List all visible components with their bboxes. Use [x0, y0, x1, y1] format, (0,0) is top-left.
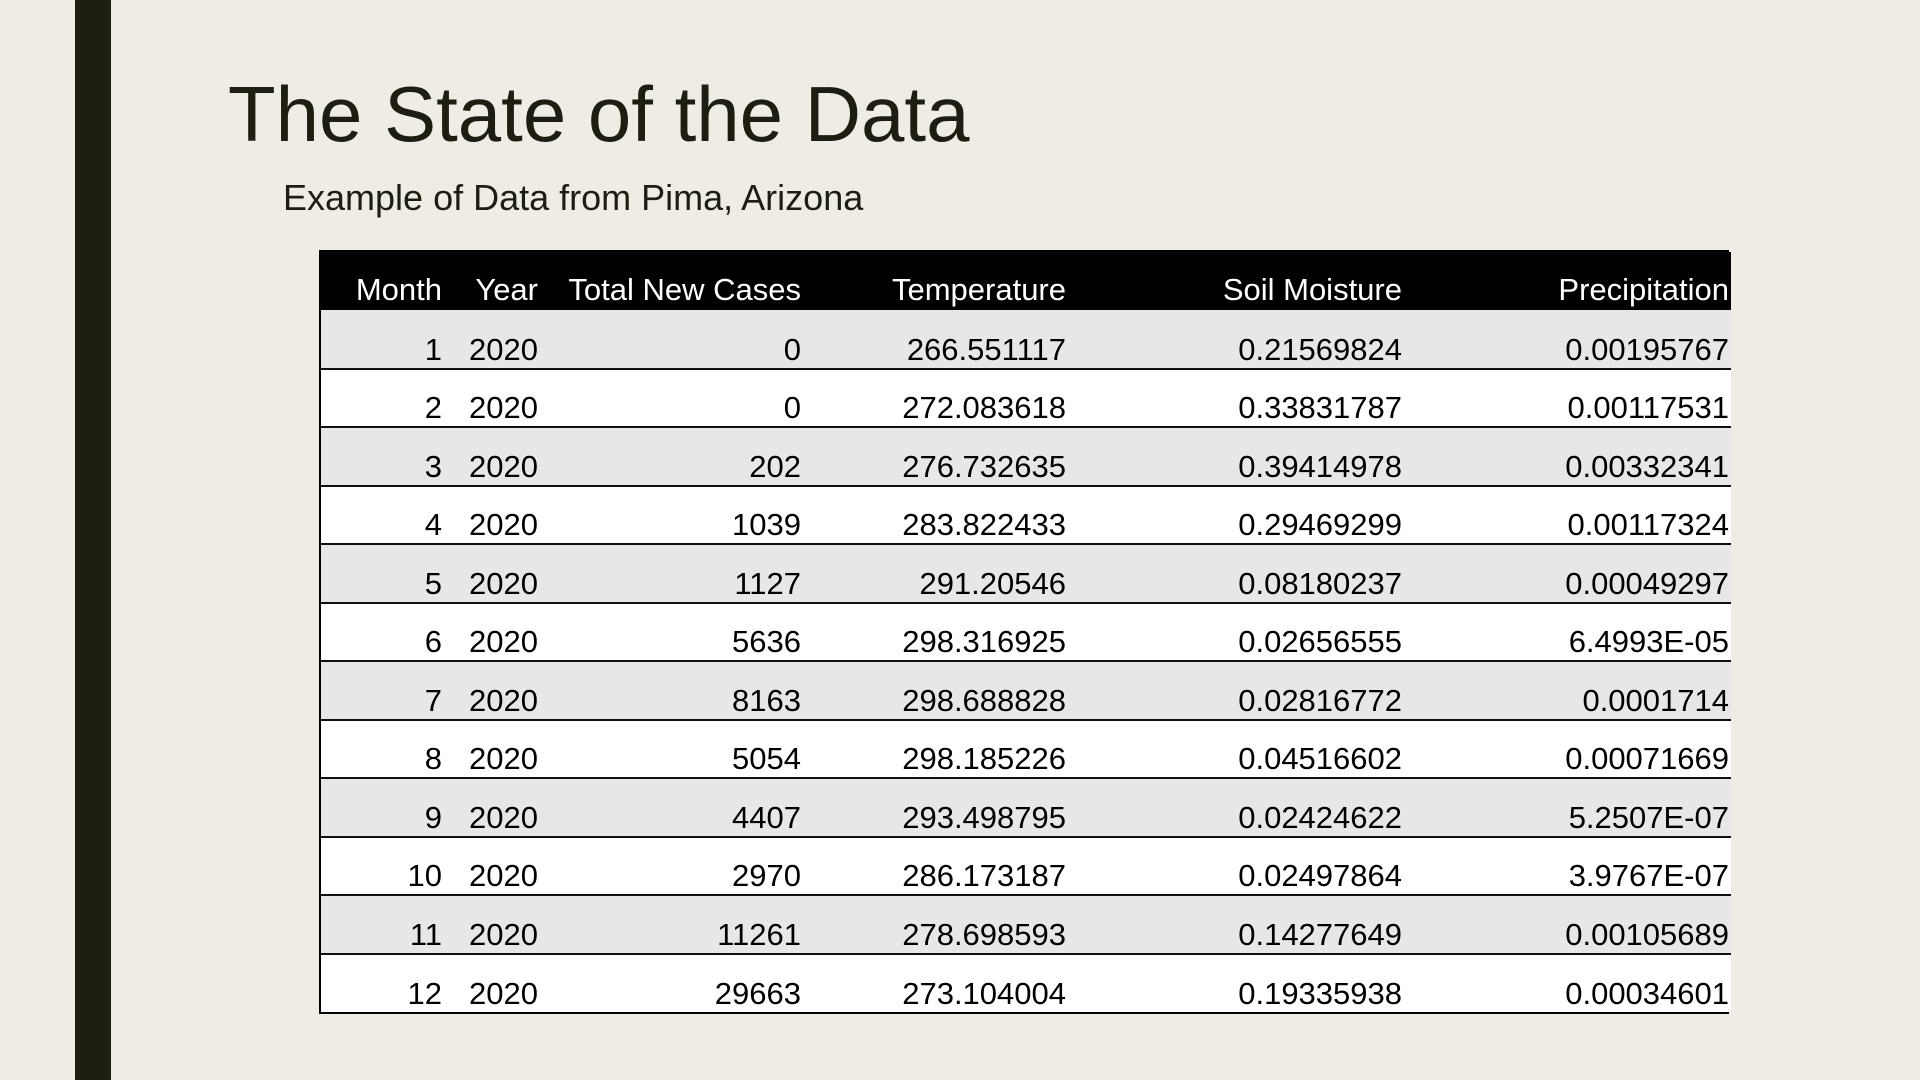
cell-month: 6 [424, 624, 442, 659]
cell-soil-moisture: 0.02816772 [1238, 682, 1402, 718]
cell-soil-moisture: 0.02656555 [1238, 624, 1402, 659]
cell-precipitation: 0.0001714 [1582, 682, 1729, 718]
cell-month: 12 [407, 976, 442, 1011]
header-year: Year [475, 272, 538, 307]
cell-precipitation: 0.00071669 [1565, 741, 1729, 776]
table-row: 2 2020 0 272.083618 0.33831787 0.0011753… [321, 368, 1731, 427]
cell-total-new-cases: 29663 [714, 976, 801, 1011]
slide-title: The State of the Data [228, 70, 970, 158]
cell-year: 2020 [469, 799, 538, 835]
cell-temperature: 293.498795 [902, 799, 1066, 835]
slide-subtitle: Example of Data from Pima, Arizona [283, 177, 864, 218]
cell-total-new-cases: 202 [749, 448, 801, 484]
cell-precipitation: 0.00117324 [1567, 507, 1729, 542]
cell-month: 7 [424, 682, 442, 718]
cell-temperature: 278.698593 [902, 916, 1066, 952]
table-header: Month Year Total New Cases Temperature S… [321, 252, 1731, 310]
cell-soil-moisture: 0.19335938 [1238, 976, 1402, 1011]
cell-temperature: 298.688828 [902, 682, 1066, 718]
cell-year: 2020 [469, 858, 538, 893]
cell-year: 2020 [469, 976, 538, 1011]
cell-temperature: 283.822433 [902, 507, 1066, 542]
cell-temperature: 286.173187 [902, 858, 1066, 893]
cell-month: 10 [407, 858, 442, 893]
cell-soil-moisture: 0.21569824 [1238, 331, 1402, 367]
table-row: 8 2020 5054 298.185226 0.04516602 0.0007… [321, 719, 1731, 778]
cell-temperature: 273.104004 [902, 976, 1066, 1011]
cell-month: 1 [424, 331, 442, 367]
table-row: 9 2020 4407 293.498795 0.02424622 5.2507… [321, 778, 1731, 837]
table-row: 4 2020 1039 283.822433 0.29469299 0.0011… [321, 485, 1731, 544]
data-table-container: Month Year Total New Cases Temperature S… [319, 250, 1731, 1014]
data-table: Month Year Total New Cases Temperature S… [321, 252, 1731, 1012]
header-soil-moisture: Soil Moisture [1222, 272, 1402, 307]
table-row: 6 2020 5636 298.316925 0.02656555 6.4993… [321, 602, 1731, 661]
cell-precipitation: 0.00105689 [1565, 916, 1729, 952]
cell-precipitation: 0.00034601 [1565, 976, 1729, 1011]
cell-soil-moisture: 0.39414978 [1238, 448, 1402, 484]
cell-soil-moisture: 0.08180237 [1238, 565, 1402, 601]
table-row: 1 2020 0 266.551117 0.21569824 0.0019576… [321, 310, 1731, 369]
cell-temperature: 276.732635 [902, 448, 1066, 484]
cell-total-new-cases: 4407 [732, 799, 801, 835]
cell-month: 4 [424, 507, 442, 542]
cell-precipitation: 0.00195767 [1565, 331, 1729, 367]
cell-soil-moisture: 0.33831787 [1238, 390, 1402, 425]
cell-temperature: 298.316925 [902, 624, 1066, 659]
cell-temperature: 266.551117 [906, 331, 1066, 367]
cell-total-new-cases: 0 [783, 331, 801, 367]
cell-month: 3 [424, 448, 442, 484]
header-temperature: Temperature [891, 272, 1066, 307]
cell-month: 11 [409, 916, 442, 952]
cell-year: 2020 [469, 916, 538, 952]
cell-total-new-cases: 2970 [732, 858, 801, 893]
cell-soil-moisture: 0.02424622 [1238, 799, 1402, 835]
cell-year: 2020 [469, 390, 538, 425]
cell-soil-moisture: 0.04516602 [1238, 741, 1402, 776]
cell-year: 2020 [469, 565, 538, 601]
cell-total-new-cases: 8163 [732, 682, 801, 718]
cell-temperature: 272.083618 [902, 390, 1066, 425]
cell-precipitation: 0.00332341 [1565, 448, 1729, 484]
table-row: 5 2020 1127 291.20546 0.08180237 0.00049… [321, 544, 1731, 603]
cell-total-new-cases: 1127 [734, 565, 801, 601]
table-row: 10 2020 2970 286.173187 0.02497864 3.976… [321, 836, 1731, 895]
table-row: 12 2020 29663 273.104004 0.19335938 0.00… [321, 953, 1731, 1012]
cell-year: 2020 [469, 448, 538, 484]
cell-total-new-cases: 1039 [732, 507, 801, 542]
cell-month: 5 [424, 565, 442, 601]
cell-total-new-cases: 11261 [717, 916, 801, 952]
cell-month: 2 [424, 390, 442, 425]
cell-temperature: 291.20546 [919, 565, 1066, 601]
cell-total-new-cases: 0 [783, 390, 801, 425]
cell-soil-moisture: 0.14277649 [1238, 916, 1402, 952]
cell-month: 9 [424, 799, 442, 835]
cell-year: 2020 [469, 507, 538, 542]
cell-year: 2020 [469, 624, 538, 659]
header-month: Month [355, 272, 442, 307]
table-body: 1 2020 0 266.551117 0.21569824 0.0019576… [321, 310, 1731, 1012]
header-total-new-cases: Total New Cases [568, 272, 801, 307]
table-row: 11 2020 11261 278.698593 0.14277649 0.00… [321, 895, 1731, 954]
cell-total-new-cases: 5054 [732, 741, 801, 776]
table-row: 3 2020 202 276.732635 0.39414978 0.00332… [321, 427, 1731, 486]
cell-temperature: 298.185226 [902, 741, 1066, 776]
table-row: 7 2020 8163 298.688828 0.02816772 0.0001… [321, 661, 1731, 720]
cell-precipitation: 0.00049297 [1565, 565, 1729, 601]
table-header-row: Month Year Total New Cases Temperature S… [321, 252, 1731, 310]
cell-precipitation: 5.2507E-07 [1568, 799, 1729, 835]
cell-soil-moisture: 0.02497864 [1238, 858, 1402, 893]
cell-soil-moisture: 0.29469299 [1238, 507, 1402, 542]
slide-accent-bar [75, 0, 111, 1080]
cell-precipitation: 0.00117531 [1567, 390, 1729, 425]
header-precipitation: Precipitation [1558, 272, 1729, 307]
cell-year: 2020 [469, 741, 538, 776]
cell-precipitation: 6.4993E-05 [1568, 624, 1729, 659]
cell-month: 8 [424, 741, 442, 776]
cell-precipitation: 3.9767E-07 [1568, 858, 1729, 893]
cell-year: 2020 [469, 331, 538, 367]
cell-total-new-cases: 5636 [732, 624, 801, 659]
cell-year: 2020 [469, 682, 538, 718]
